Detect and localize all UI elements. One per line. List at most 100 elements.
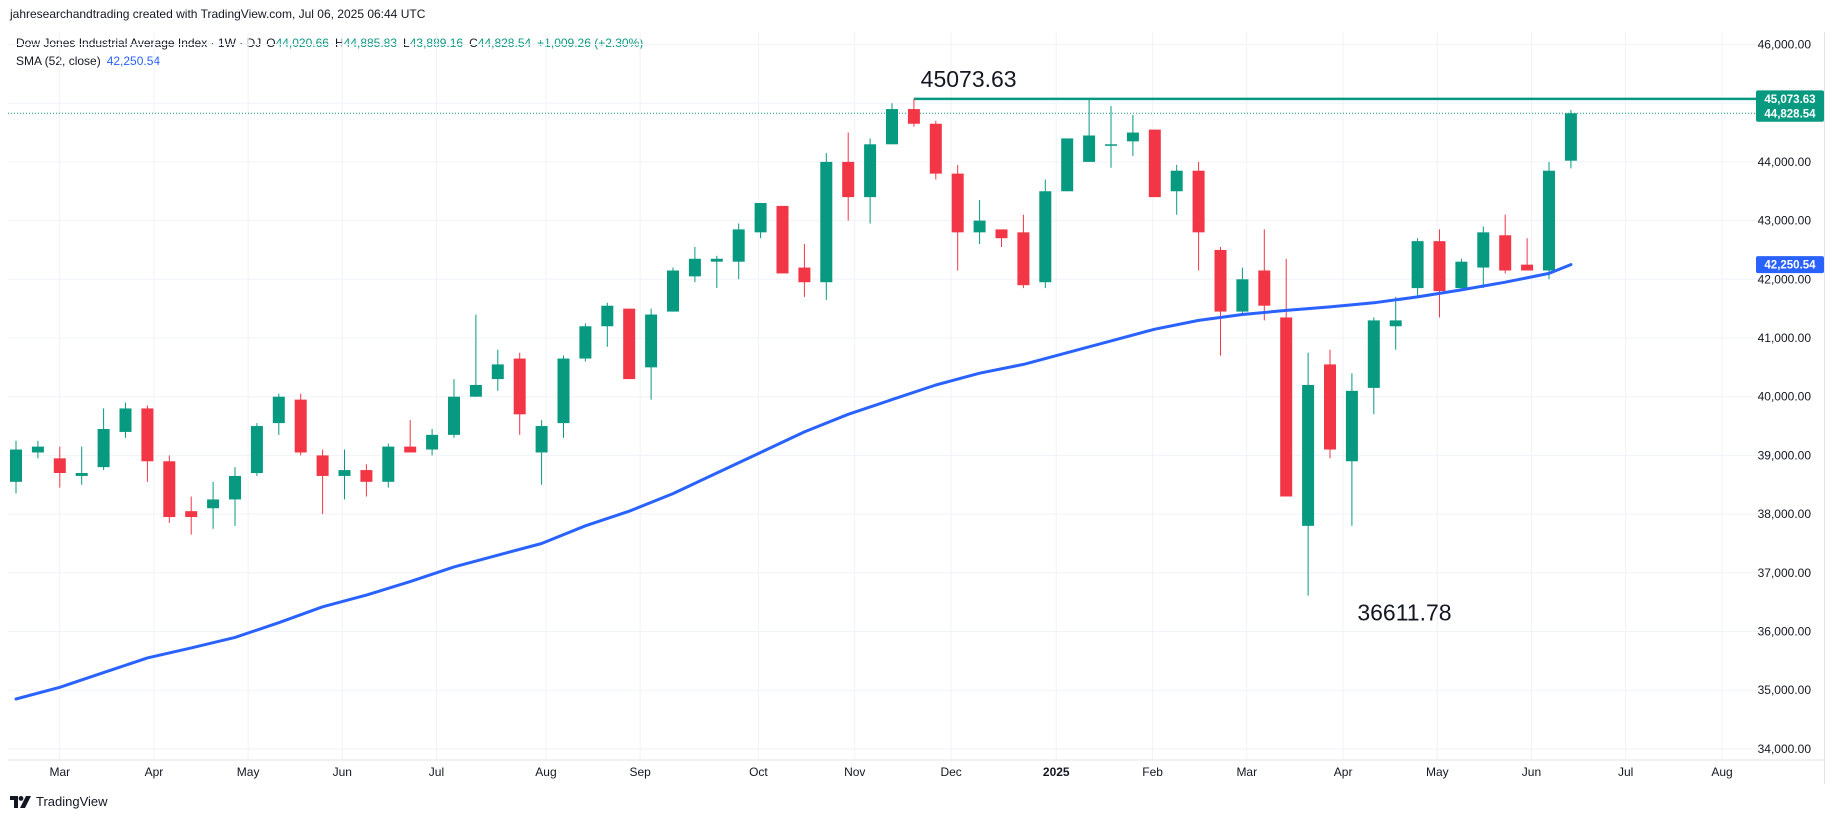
candle-body: [185, 511, 198, 518]
candle-body: [119, 408, 132, 432]
legend-high: 44,885.83: [343, 36, 398, 50]
candle-body: [404, 446, 417, 453]
candle-body: [1521, 264, 1534, 271]
candle: [1499, 214, 1512, 274]
candle: [776, 205, 789, 274]
price-scale-labels: 45,073.63 44,828.54 42,250.54: [1756, 90, 1824, 274]
x-tick-label: Jul: [429, 765, 444, 779]
candle-body: [1280, 317, 1293, 497]
price-label-text: 42,250.54: [1764, 260, 1816, 272]
candle: [1061, 138, 1074, 192]
chart-credit: jahresearchandtrading created with Tradi…: [10, 7, 426, 21]
candle: [1017, 214, 1030, 289]
candle-body: [688, 258, 701, 277]
tradingview-brand[interactable]: TradingView: [10, 794, 108, 809]
candle: [688, 247, 701, 283]
candle-body: [1455, 261, 1468, 289]
candle: [1302, 352, 1315, 596]
candle: [53, 446, 66, 488]
legend-open-label: O: [266, 36, 276, 50]
candle-body: [1039, 191, 1052, 283]
y-tick-label: 41,000.00: [1758, 331, 1812, 345]
y-tick-label: 43,000.00: [1758, 214, 1812, 228]
candle: [754, 202, 767, 239]
candle-body: [557, 358, 570, 424]
candle: [886, 103, 898, 145]
chart-grid: [8, 32, 1824, 761]
candle-body: [316, 455, 329, 476]
candle-body: [535, 426, 548, 453]
candle-body: [360, 470, 373, 482]
candle-body: [31, 446, 44, 453]
tradingview-logo-icon: [10, 795, 31, 808]
candle-body: [995, 229, 1008, 239]
annotations: 45073.63 36611.78: [921, 66, 1452, 626]
candle-body: [163, 461, 176, 518]
legend-sma-row[interactable]: SMA (52, close) 42,250.54: [16, 52, 649, 70]
candle-body: [1389, 320, 1402, 327]
candle: [229, 467, 241, 526]
candle: [294, 393, 307, 456]
candle: [207, 481, 220, 529]
brand-label: TradingView: [36, 794, 108, 809]
candle: [360, 464, 373, 497]
candle: [798, 244, 811, 297]
candle: [623, 308, 636, 380]
price-label-bg: [1756, 90, 1824, 108]
x-tick-label: Oct: [749, 765, 768, 779]
candle: [864, 138, 877, 224]
x-tick-label: Apr: [1334, 765, 1353, 779]
x-tick-label: Jul: [1618, 765, 1633, 779]
candle: [75, 446, 88, 485]
y-tick-label: 46,000.00: [1758, 38, 1812, 52]
legend-close-label: C: [469, 36, 478, 50]
candle: [338, 449, 351, 500]
candle-body: [513, 358, 526, 415]
candle-body: [141, 408, 154, 462]
candle-body: [1564, 113, 1577, 161]
candle-body: [1236, 279, 1249, 312]
candle-body: [1433, 241, 1446, 292]
candle-body: [1324, 364, 1336, 450]
candle-body: [1192, 170, 1205, 233]
legend-change: +1,009.26 (+2.30%): [537, 36, 644, 50]
candle-body: [294, 399, 307, 453]
candle-body: [229, 475, 241, 500]
candlesticks: [10, 98, 1577, 596]
candle: [535, 420, 548, 485]
candle: [1236, 267, 1249, 315]
candle: [601, 302, 614, 347]
candle-body: [886, 109, 898, 145]
candle-body: [1345, 390, 1358, 462]
candle: [119, 402, 132, 438]
price-scale-border: [1824, 32, 1825, 784]
candle-body: [732, 229, 745, 262]
legend-symbol: Dow Jones Industrial Average Index · 1W …: [16, 36, 262, 50]
low-annotation: 36611.78: [1357, 600, 1451, 626]
price-chart[interactable]: 34,000.00 35,000.00 36,000.00 37,000.00 38,0…: [0, 0, 1835, 790]
candle: [1411, 238, 1424, 297]
candle-body: [1214, 249, 1227, 312]
price-label-sma: 42,250.54: [1756, 256, 1824, 274]
candle: [1477, 226, 1490, 289]
x-tick-label: Jun: [333, 765, 352, 779]
price-label-last: 44,828.54: [1756, 104, 1824, 122]
candle: [382, 443, 395, 488]
x-tick-label: Apr: [145, 765, 164, 779]
y-tick-label: 39,000.00: [1758, 448, 1812, 462]
candle: [316, 449, 329, 515]
high-annotation: 45073.63: [921, 66, 1017, 92]
y-tick-label: 38,000.00: [1758, 507, 1812, 521]
y-tick-label: 37,000.00: [1758, 566, 1812, 580]
sma-line: [14, 263, 1573, 701]
candle: [842, 132, 855, 221]
candle: [97, 408, 110, 471]
y-tick-label: 34,000.00: [1758, 742, 1812, 756]
candle-body: [448, 396, 460, 435]
candle: [1039, 179, 1052, 289]
candle: [667, 267, 679, 312]
x-tick-label: Jun: [1522, 765, 1541, 779]
candle-body: [1126, 132, 1139, 142]
candle: [645, 308, 658, 400]
candle: [448, 379, 460, 438]
